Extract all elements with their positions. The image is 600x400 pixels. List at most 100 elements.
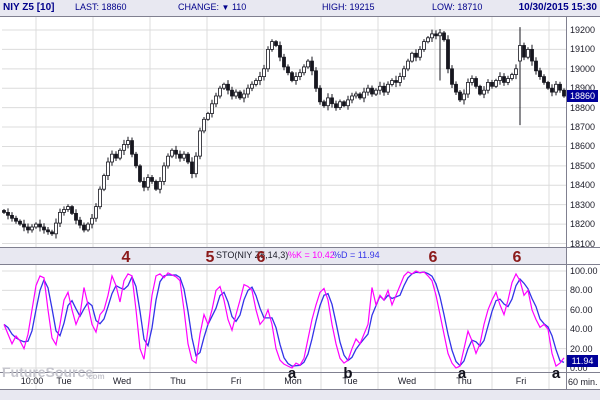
candle — [542, 76, 546, 83]
candle — [162, 165, 166, 182]
high-label: HIGH: — [322, 2, 348, 12]
candle — [342, 101, 346, 107]
time-axis-label: Mon — [284, 376, 302, 386]
high-value: 19215 — [349, 2, 375, 12]
candle — [338, 101, 342, 109]
price-axis-label: 18800 — [570, 103, 596, 113]
candle — [186, 153, 190, 163]
candle — [494, 80, 498, 87]
candle — [82, 224, 86, 231]
candle — [486, 82, 490, 91]
candle — [98, 188, 102, 208]
candle — [146, 177, 150, 188]
candle — [78, 219, 82, 226]
candle — [114, 153, 118, 159]
low-value: 18710 — [457, 2, 483, 12]
candle — [410, 52, 414, 62]
candle — [362, 91, 366, 99]
candle — [510, 74, 514, 79]
last-value: 18860 — [101, 2, 127, 12]
cycle-number-annotation: 6 — [512, 249, 522, 266]
interval-label: 60 min. — [568, 377, 598, 387]
candle — [206, 113, 210, 120]
sto-axis-label: 100.00 — [570, 266, 598, 276]
sto-last-value-tag: 11.94 — [567, 355, 598, 367]
candle — [294, 76, 298, 81]
divider-bar-bg — [0, 247, 566, 265]
price-axis-label: 18100 — [570, 239, 596, 249]
candle — [34, 223, 38, 228]
sto-axis-label: 0.00 — [570, 363, 588, 373]
indicator-k-value: %K = 10.42 — [288, 250, 335, 260]
candle — [170, 149, 174, 157]
time-axis-label: Wed — [397, 376, 417, 386]
candle — [182, 153, 186, 159]
candle — [286, 66, 290, 74]
candle — [138, 165, 142, 182]
candle — [490, 82, 494, 87]
candle — [518, 45, 522, 62]
candle — [178, 153, 182, 159]
stochastic-chart-canvas[interactable] — [0, 265, 566, 372]
change-label: CHANGE: — [178, 2, 220, 12]
candle — [174, 149, 178, 155]
header-bar-bg — [0, 0, 600, 17]
time-axis-label: Thu — [456, 376, 472, 386]
price-axis-label: 18200 — [570, 219, 596, 229]
candle — [354, 93, 358, 97]
candle — [290, 72, 294, 81]
candle — [358, 93, 362, 99]
time-axis-label: Thu — [170, 376, 186, 386]
candle — [234, 91, 238, 97]
price-chart-canvas[interactable] — [0, 17, 566, 247]
stochastic-k-line — [3, 270, 565, 369]
symbol-label: NIY Z5 [10] — [3, 2, 55, 13]
candle — [30, 226, 34, 231]
candle — [366, 87, 370, 93]
candle — [10, 214, 14, 219]
candle — [110, 153, 114, 163]
candle — [118, 149, 122, 159]
candle — [278, 45, 282, 58]
price-axis-label: 18500 — [570, 161, 596, 171]
low-quote: LOW: 18710 — [432, 2, 482, 12]
price-axis-label: 19200 — [570, 25, 596, 35]
candle — [262, 68, 266, 78]
indicator-d-value: %D = 11.94 — [333, 250, 380, 260]
watermark: FutureSource — [2, 364, 93, 380]
candle — [498, 76, 502, 81]
cycle-number-annotation: 6 — [428, 249, 438, 266]
candle — [534, 60, 538, 72]
time-axis-label: Tue — [56, 376, 72, 386]
candle — [250, 83, 254, 89]
last-label: LAST: — [75, 2, 100, 12]
price-axis-label: 19000 — [570, 64, 596, 74]
candle — [238, 91, 242, 99]
candle — [334, 103, 338, 109]
candle — [434, 33, 438, 37]
candle — [502, 76, 506, 83]
candle — [282, 56, 286, 68]
candle — [106, 161, 110, 177]
change-quote: CHANGE: ▼ 110 — [178, 2, 246, 12]
candle — [446, 39, 450, 70]
bottom-margin-bg — [0, 390, 600, 400]
time-axis-label: Fri — [230, 376, 242, 386]
candle — [506, 78, 510, 83]
candle — [462, 93, 466, 101]
candle — [94, 206, 98, 219]
candle — [526, 49, 530, 58]
candle — [558, 83, 562, 91]
candle — [122, 144, 126, 151]
candle — [226, 83, 230, 91]
candle — [398, 76, 402, 83]
change-value: 110 — [231, 2, 247, 12]
price-axis-label: 19100 — [570, 44, 596, 54]
candle — [562, 89, 566, 97]
watermark-suffix: .com — [86, 372, 105, 381]
candle — [550, 87, 554, 93]
candlestick-series — [2, 27, 566, 239]
candle — [158, 180, 162, 190]
candle — [402, 68, 406, 78]
